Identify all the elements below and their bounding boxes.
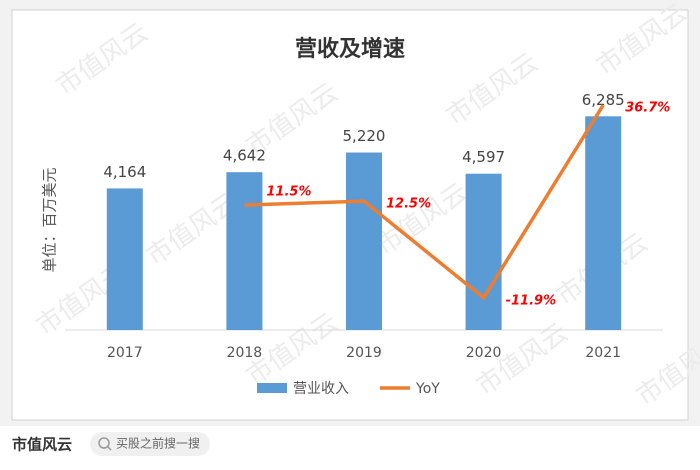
footer-logo: 市值风云 (12, 436, 72, 454)
search-icon-handle (107, 446, 112, 451)
yoy-label: 12.5% (386, 197, 431, 212)
yoy-label: 11.5% (266, 185, 311, 200)
yoy-line (244, 104, 605, 301)
bar (465, 173, 502, 330)
bar-value-label: 6,285 (582, 91, 625, 109)
y-axis-label: 单位：百万美元 (41, 167, 59, 272)
x-tick-label: 2021 (585, 345, 621, 361)
chart-title: 营收及增速 (295, 36, 405, 62)
x-tick-label: 2018 (227, 345, 263, 361)
bar-value-label: 5,220 (343, 127, 386, 145)
x-tick-label: 2017 (107, 345, 143, 361)
bar (346, 152, 382, 330)
yoy-label: 36.7% (625, 101, 670, 116)
legend-swatch (257, 383, 287, 393)
search-text[interactable]: 买股之前搜一搜 (116, 436, 200, 451)
bar (226, 172, 263, 330)
x-tick-label: 2020 (466, 345, 502, 361)
search-box[interactable] (90, 432, 210, 456)
x-tick-label: 2019 (346, 345, 382, 361)
bar-value-label: 4,164 (103, 163, 146, 181)
search-icon (98, 437, 110, 449)
yoy-label: -11.9% (506, 293, 556, 308)
bar (585, 116, 622, 330)
bar (106, 188, 143, 330)
bar-value-label: 4,642 (223, 147, 266, 165)
legend-label: 营业收入 (293, 381, 349, 397)
legend-label: YoY (415, 381, 440, 397)
bar-value-label: 4,597 (462, 148, 505, 166)
